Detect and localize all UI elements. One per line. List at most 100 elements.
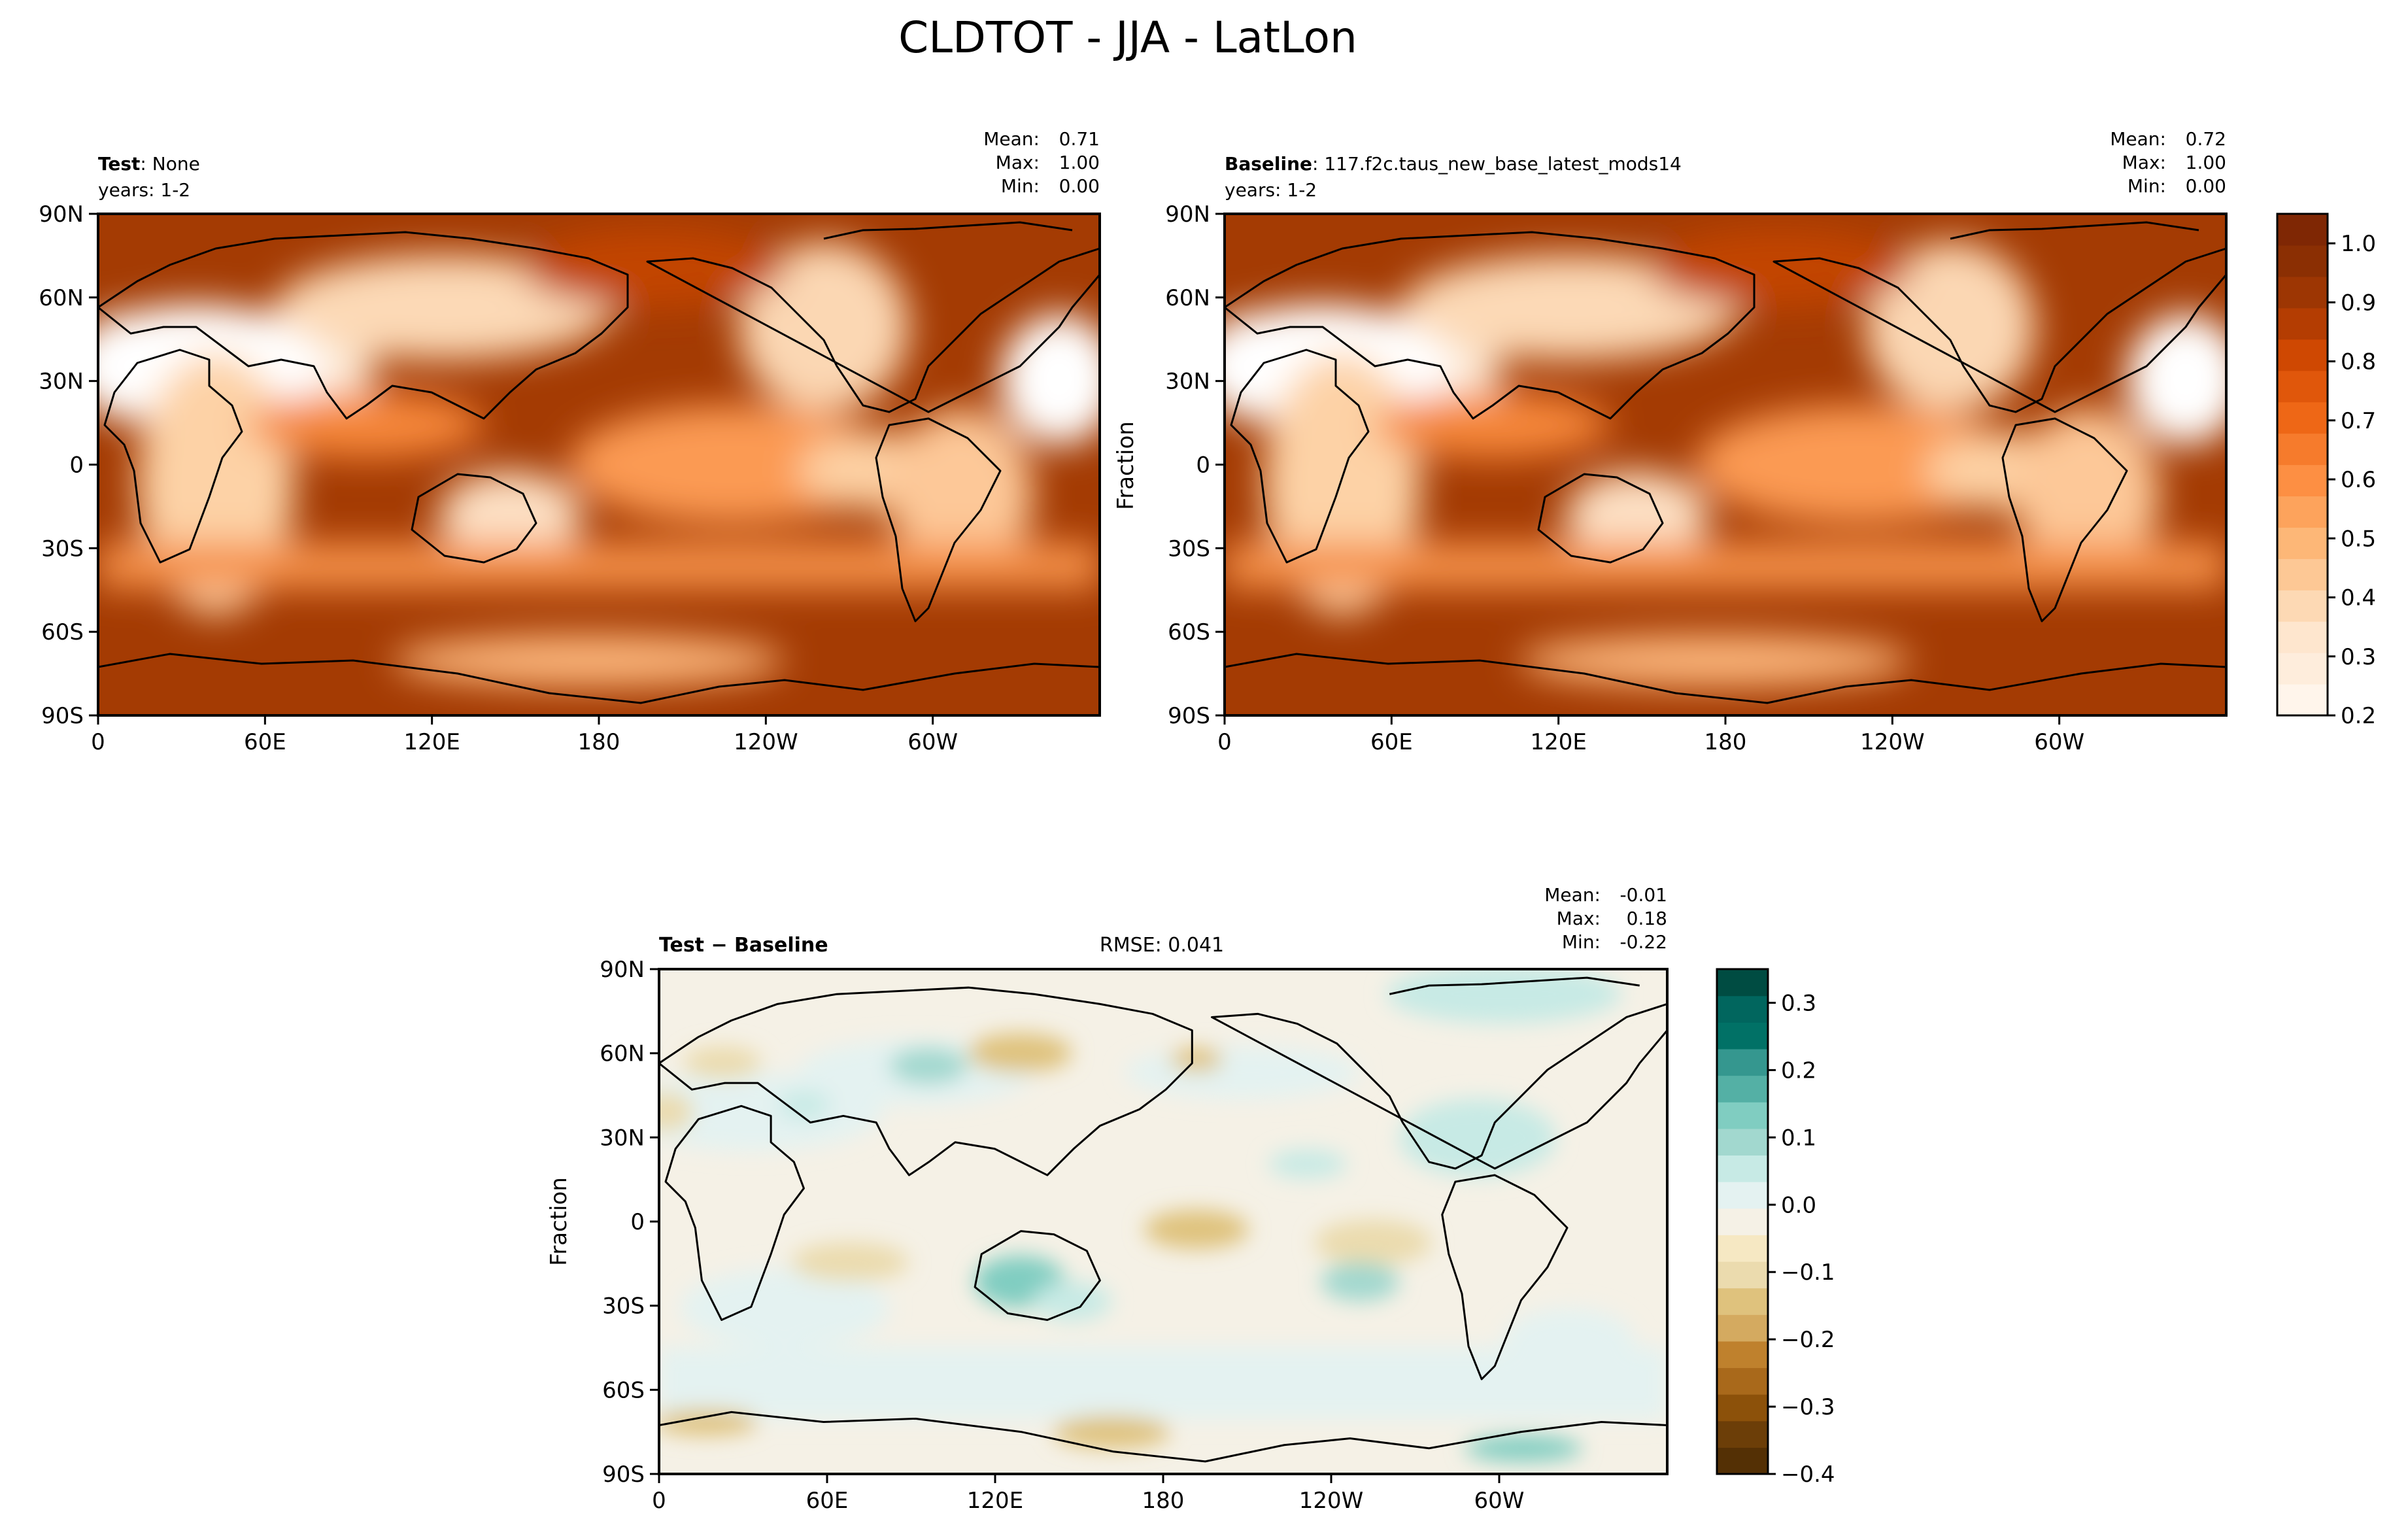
difference-x-tick-label: 120E xyxy=(967,1488,1023,1514)
difference-colorbar-segment xyxy=(1717,1314,1768,1342)
test-stat-min-value: 0.00 xyxy=(1059,175,1100,197)
baseline-coast-africa xyxy=(1230,349,1370,564)
baseline-stat-min-label: Min: xyxy=(2128,175,2166,197)
baseline-y-ticks: 90N 60N 30N 0 30S 60S 90S xyxy=(1165,201,1225,729)
baseline-colorbar-segment xyxy=(2277,496,2328,528)
baseline-ylabel: Fraction xyxy=(1113,421,1139,510)
difference-coast-south-america xyxy=(1441,1174,1569,1380)
test-coast-eurasia xyxy=(97,231,629,420)
baseline-coast-south-america xyxy=(2001,417,2128,623)
test-coastlines xyxy=(97,221,1101,704)
difference-colorbar-segment xyxy=(1717,1420,1768,1448)
baseline-colorbar-segment xyxy=(2277,653,2328,685)
difference-colorbar-segment xyxy=(1717,1367,1768,1395)
baseline-colorbar: 0.2 0.3 0.4 0.5 0.6 0.7 0.8 0.9 1.0 xyxy=(2276,213,2376,729)
baseline-coast-north-america xyxy=(1772,247,2228,413)
baseline-colorbar-segment xyxy=(2277,214,2328,246)
test-x-ticks: 0 60E 120E 180 120W 60W xyxy=(91,715,958,755)
difference-coast-africa xyxy=(664,1104,805,1321)
baseline-y-tick-label: 30N xyxy=(1165,369,1210,395)
difference-panel: Test − Baseline RMSE: 0.041 Mean: -0.01 … xyxy=(546,884,1835,1514)
difference-colorbar-segment xyxy=(1717,1261,1768,1289)
test-stat-max-value: 1.00 xyxy=(1059,152,1100,173)
test-x-tick-label: 0 xyxy=(91,729,105,755)
test-y-tick-label: 30S xyxy=(41,536,84,562)
difference-colorbar-tick-label: −0.4 xyxy=(1781,1462,1835,1488)
baseline-colorbar-segment xyxy=(2277,684,2328,716)
difference-colorbar-segment xyxy=(1717,1102,1768,1129)
difference-stat-max-value: 0.18 xyxy=(1627,908,1667,929)
baseline-x-tick-label: 0 xyxy=(1217,729,1232,755)
difference-coast-north-america xyxy=(1210,1002,1669,1170)
baseline-stats: Mean: 0.72 Max: 1.00 Min: 0.00 xyxy=(2110,128,2226,197)
baseline-label-rest: : 117.f2c.taus_new_base_latest_mods14 xyxy=(1312,153,1682,175)
baseline-panel: Baseline: 117.f2c.taus_new_base_latest_m… xyxy=(1113,128,2376,755)
baseline-y-tick-label: 60N xyxy=(1165,285,1210,311)
baseline-colorbar-segment xyxy=(2277,245,2328,277)
difference-colorbar-tick-label: −0.2 xyxy=(1781,1327,1835,1353)
baseline-x-tick-label: 120E xyxy=(1530,729,1586,755)
baseline-label: Baseline: 117.f2c.taus_new_base_latest_m… xyxy=(1225,153,1682,175)
difference-y-tick-label: 0 xyxy=(630,1209,645,1235)
difference-colorbar-tick-label: 0.0 xyxy=(1781,1192,1816,1218)
test-coast-south-america xyxy=(875,417,1002,623)
difference-label: Test − Baseline xyxy=(659,934,828,957)
baseline-stat-mean-label: Mean: xyxy=(2110,128,2166,150)
test-stat-min-label: Min: xyxy=(1001,175,1040,197)
test-y-tick-label: 0 xyxy=(69,453,84,479)
baseline-x-ticks: 0 60E 120E 180 120W 60W xyxy=(1217,715,2084,755)
difference-stat-min-value: -0.22 xyxy=(1620,931,1667,953)
baseline-colorbar-tick-label: 0.3 xyxy=(2341,644,2376,670)
baseline-colorbar-tick-label: 0.5 xyxy=(2341,526,2376,552)
difference-ylabel: Fraction xyxy=(546,1177,572,1266)
difference-coast-arctic xyxy=(1389,976,1640,995)
difference-colorbar-tick-label: 0.1 xyxy=(1781,1125,1816,1151)
difference-colorbar-segment xyxy=(1717,1447,1768,1475)
difference-colorbar-segment xyxy=(1717,1075,1768,1103)
difference-stats: Mean: -0.01 Max: 0.18 Min: -0.22 xyxy=(1544,884,1667,953)
test-y-tick-label: 30N xyxy=(39,369,84,395)
difference-colorbar-segment xyxy=(1717,1235,1768,1262)
difference-x-tick-label: 60E xyxy=(806,1488,849,1514)
test-x-tick-label: 180 xyxy=(578,729,620,755)
test-stat-mean-label: Mean: xyxy=(983,128,1040,150)
baseline-colorbar-segment xyxy=(2277,527,2328,559)
baseline-coast-arctic xyxy=(1950,221,2199,240)
test-stat-max-label: Max: xyxy=(996,152,1040,173)
difference-y-ticks: 90N 60N 30N 0 30S 60S 90S xyxy=(600,957,659,1488)
difference-rmse: RMSE: 0.041 xyxy=(1100,934,1224,957)
difference-colorbar-segment xyxy=(1717,1128,1768,1156)
difference-x-tick-label: 180 xyxy=(1142,1488,1185,1514)
difference-y-tick-label: 90N xyxy=(600,957,645,983)
test-stat-mean-value: 0.71 xyxy=(1059,128,1100,150)
baseline-stat-mean-value: 0.72 xyxy=(2186,128,2226,150)
baseline-y-tick-label: 90N xyxy=(1165,201,1210,228)
test-coast-north-america xyxy=(646,247,1101,413)
test-x-tick-label: 120W xyxy=(734,729,798,755)
test-label-bold: Test xyxy=(98,153,140,175)
difference-x-tick-label: 0 xyxy=(652,1488,666,1514)
test-y-tick-label: 90N xyxy=(39,201,84,228)
baseline-colorbar-segment xyxy=(2277,590,2328,622)
baseline-colorbar-tick-label: 0.8 xyxy=(2341,349,2376,375)
baseline-colorbar-tick-label: 1.0 xyxy=(2341,231,2376,257)
test-coast-arctic xyxy=(823,221,1073,240)
baseline-colorbar-tick-label: 0.9 xyxy=(2341,290,2376,316)
difference-stat-max-label: Max: xyxy=(1557,908,1601,929)
difference-colorbar-tick-label: 0.2 xyxy=(1781,1057,1816,1084)
test-label-rest: : None xyxy=(140,153,199,175)
test-y-tick-label: 60N xyxy=(39,285,84,311)
difference-x-ticks: 0 60E 120E 180 120W 60W xyxy=(652,1474,1524,1514)
baseline-colorbar-segment xyxy=(2277,433,2328,466)
baseline-colorbar-frame xyxy=(2276,213,2329,717)
difference-y-tick-label: 60S xyxy=(602,1377,645,1403)
difference-coast-australia xyxy=(974,1230,1101,1321)
difference-stat-mean-label: Mean: xyxy=(1544,884,1601,906)
difference-y-tick-label: 60N xyxy=(600,1041,645,1067)
difference-colorbar-segment xyxy=(1717,1208,1768,1235)
baseline-y-tick-label: 90S xyxy=(1168,703,1210,729)
difference-coast-eurasia xyxy=(658,986,1193,1176)
difference-colorbar-tick-label: −0.3 xyxy=(1781,1394,1835,1420)
difference-colorbar-tick-label: 0.3 xyxy=(1781,990,1816,1016)
difference-colorbar-segment xyxy=(1717,1182,1768,1209)
